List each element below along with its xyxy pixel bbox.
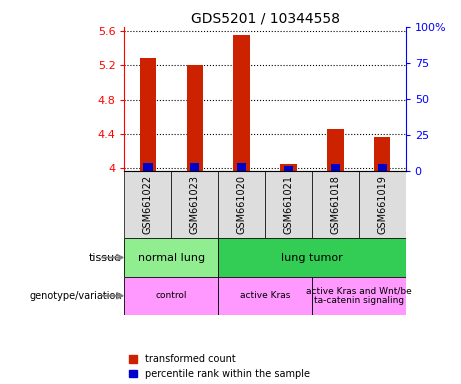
Bar — [237, 163, 246, 171]
Bar — [218, 171, 265, 238]
Text: GSM661022: GSM661022 — [143, 175, 153, 234]
Text: GSM661018: GSM661018 — [331, 175, 340, 234]
Text: genotype/variation: genotype/variation — [29, 291, 122, 301]
Bar — [171, 171, 218, 238]
Bar — [378, 164, 387, 171]
Bar — [359, 171, 406, 238]
Text: control: control — [156, 291, 187, 300]
Bar — [265, 171, 312, 238]
Bar — [124, 276, 218, 315]
Bar — [187, 65, 203, 171]
Legend: transformed count, percentile rank within the sample: transformed count, percentile rank withi… — [130, 354, 310, 379]
Text: lung tumor: lung tumor — [281, 253, 343, 263]
Text: GSM661021: GSM661021 — [284, 175, 294, 234]
Text: GSM661023: GSM661023 — [190, 175, 200, 234]
Text: tissue: tissue — [89, 253, 122, 263]
Bar — [312, 171, 359, 238]
Bar — [190, 163, 200, 171]
Bar — [331, 164, 340, 171]
Title: GDS5201 / 10344558: GDS5201 / 10344558 — [190, 12, 340, 26]
Bar — [143, 163, 153, 171]
Bar — [124, 171, 171, 238]
Bar — [140, 58, 156, 171]
Text: GSM661019: GSM661019 — [377, 175, 387, 234]
Text: active Kras and Wnt/be
ta-catenin signaling: active Kras and Wnt/be ta-catenin signal… — [306, 286, 412, 305]
Bar — [327, 129, 343, 171]
Bar — [218, 276, 312, 315]
Bar — [124, 238, 218, 276]
Text: active Kras: active Kras — [240, 291, 290, 300]
Bar — [280, 164, 297, 171]
Bar — [312, 276, 406, 315]
Bar — [374, 137, 390, 171]
Bar — [233, 35, 250, 171]
Bar — [218, 238, 406, 276]
Text: GSM661020: GSM661020 — [236, 175, 247, 234]
Bar — [284, 166, 293, 171]
Text: normal lung: normal lung — [138, 253, 205, 263]
